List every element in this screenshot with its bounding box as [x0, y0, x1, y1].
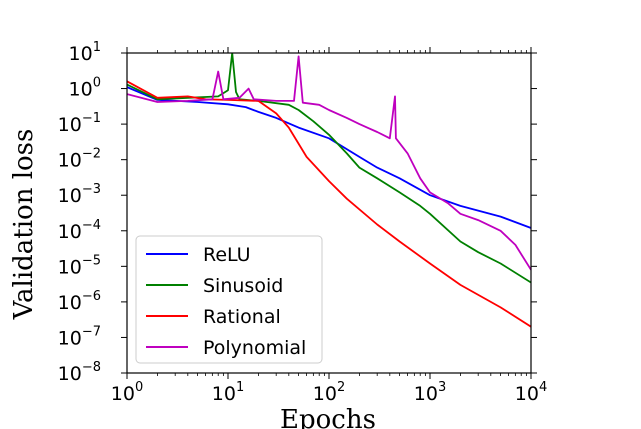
series-line-sinusoid: [127, 53, 531, 284]
legend-label-relu: ReLU: [203, 244, 251, 266]
plot-area: 100 101 102 103 104 10110010−110−210−310−410…: [58, 40, 548, 405]
y-tick-label: 10−3: [58, 182, 101, 207]
x-tick-label: 102: [313, 380, 345, 405]
legend-label-sinusoid: Sinusoid: [203, 275, 283, 297]
series-line-rational: [127, 80, 531, 328]
x-tick-label: 101: [212, 380, 244, 405]
y-tick-label: 10−4: [58, 218, 101, 243]
series-line-polynomial: [127, 55, 531, 271]
y-axis-ticks: 101 100 10−1 10−2 10−3 10−4 10−5 10−6 10−7 10−8: [58, 40, 537, 385]
legend: ReLU Sinusoid Rational Polynomial: [135, 235, 323, 364]
y-tick-label: 10−5: [58, 253, 101, 278]
x-tick-label: 103: [414, 380, 446, 405]
y-tick-label: 101: [69, 40, 101, 65]
x-tick-label: 104: [515, 380, 547, 405]
legend-box: [135, 235, 323, 364]
y-tick-label: 10−1: [58, 111, 101, 136]
y-tick-label: 100: [69, 76, 101, 101]
y-tick-label: 10−7: [58, 324, 101, 349]
y-tick-label: 10−6: [58, 289, 101, 314]
legend-label-polynomial: Polynomial: [203, 337, 306, 359]
series-line-relu: [127, 86, 531, 229]
legend-label-rational: Rational: [203, 306, 281, 328]
y-axis-label: Validation loss: [9, 129, 39, 321]
y-tick-label: 10−8: [58, 360, 101, 385]
x-axis-label: Epochs: [280, 405, 376, 429]
series-layer: [127, 53, 531, 328]
x-tick-label: 100: [111, 380, 143, 405]
y-tick-label: 10−2: [58, 147, 101, 172]
